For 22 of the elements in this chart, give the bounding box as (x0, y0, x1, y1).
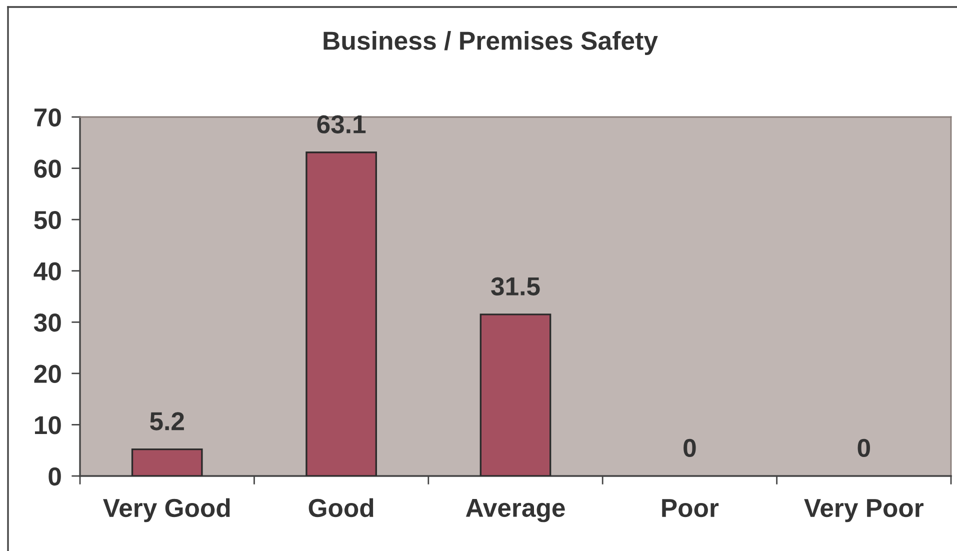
bar (480, 314, 552, 476)
data-label: 0 (684, 438, 696, 458)
data-label: 5.2 (150, 412, 184, 430)
data-label: 0 (858, 438, 870, 458)
x-tick-label: Good (308, 498, 374, 518)
y-tick-label: 0 (48, 467, 61, 486)
y-tick-label: 10 (34, 416, 61, 434)
y-tick-label: 50 (34, 210, 61, 230)
data-label: 63.1 (317, 115, 366, 134)
x-tick-label: Average (466, 499, 565, 522)
x-tick-label: Very Poor (804, 499, 924, 522)
y-tick-label: 60 (34, 160, 61, 178)
y-tick-label: 40 (34, 262, 61, 280)
y-tick-label: 20 (34, 364, 61, 383)
bar (131, 448, 203, 476)
data-label: 31.5 (491, 277, 540, 296)
bar (306, 152, 377, 476)
y-tick-label: 70 (34, 108, 61, 127)
y-tick-label: 30 (34, 314, 61, 332)
chart-title: Business / Premises Safety (324, 30, 658, 56)
x-tick-label: Poor (662, 499, 719, 518)
x-tick-label: Very Good (103, 498, 230, 522)
